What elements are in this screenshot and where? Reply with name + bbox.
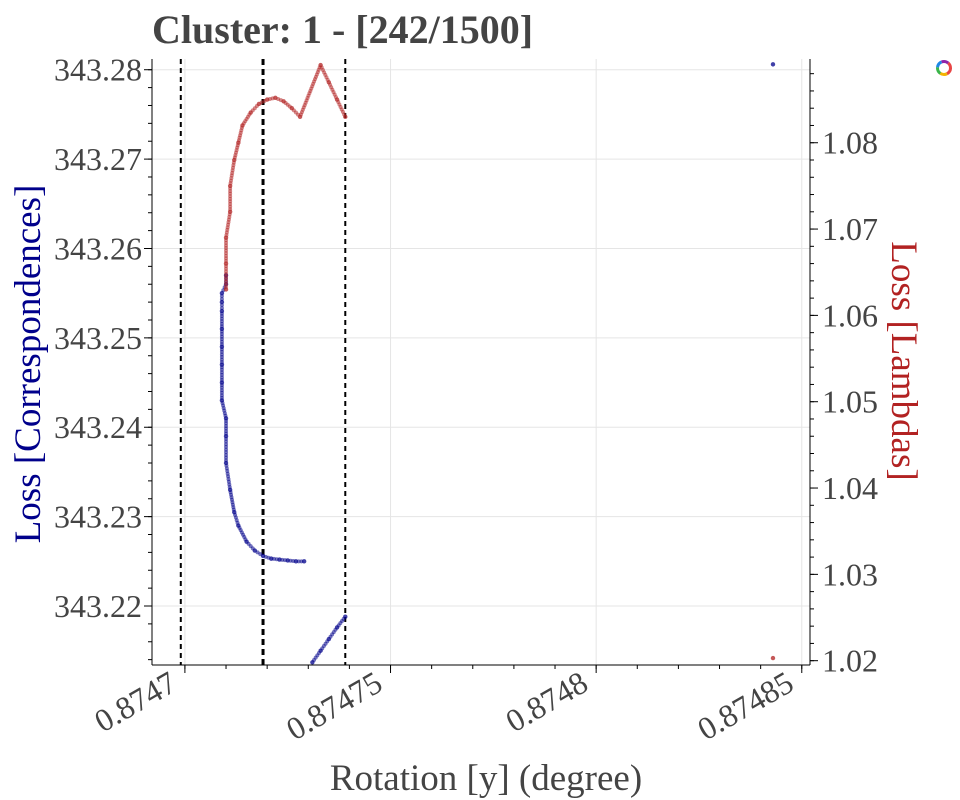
y-axis-label: Loss [Correspondences] xyxy=(8,185,49,544)
x-tick-label: 0.87475 xyxy=(280,664,388,747)
correspondence-point xyxy=(219,294,224,299)
y-tick-label: 343.28 xyxy=(54,52,142,88)
y-right-tick-label: 1.04 xyxy=(822,470,878,506)
y-right-tick-label: 1.02 xyxy=(822,643,878,679)
series-group xyxy=(219,62,776,665)
correspondence-point xyxy=(219,297,224,302)
y-right-axis-label: Loss [Lambdas] xyxy=(883,241,924,480)
x-tick-label: 0.8747 xyxy=(88,664,182,739)
correspondence-point xyxy=(219,308,225,314)
correspondence-point xyxy=(219,299,225,305)
x-tick-label: 0.8748 xyxy=(499,664,593,739)
correspondence-point xyxy=(219,303,224,308)
chart-title: Cluster: 1 - [242/1500] xyxy=(152,7,534,52)
lambda-point xyxy=(770,655,776,661)
x-axis-label: Rotation [y] (degree) xyxy=(330,758,642,799)
y-tick-label: 343.25 xyxy=(54,320,142,356)
y-right-tick-label: 1.05 xyxy=(822,384,878,420)
bokeh-logo-icon[interactable] xyxy=(934,58,954,78)
y-right-tick-label: 1.03 xyxy=(822,556,878,592)
lambda-point xyxy=(343,114,348,120)
y-tick-label: 343.24 xyxy=(54,409,142,445)
correspondence-point xyxy=(299,559,304,564)
y-tick-label: 343.27 xyxy=(54,141,142,177)
y-right-tick-label: 1.06 xyxy=(822,297,878,333)
y-right-tick-label: 1.07 xyxy=(822,211,878,247)
y-tick-label: 343.26 xyxy=(54,230,142,266)
y-right-tick-label: 1.08 xyxy=(822,125,878,161)
correspondence-point xyxy=(219,306,224,311)
correspondence-point xyxy=(770,62,776,67)
x-tick-label: 0.87485 xyxy=(691,664,799,747)
y-tick-label: 343.23 xyxy=(54,499,142,535)
y-tick-label: 343.22 xyxy=(54,588,142,624)
correspondence-point xyxy=(343,614,348,619)
